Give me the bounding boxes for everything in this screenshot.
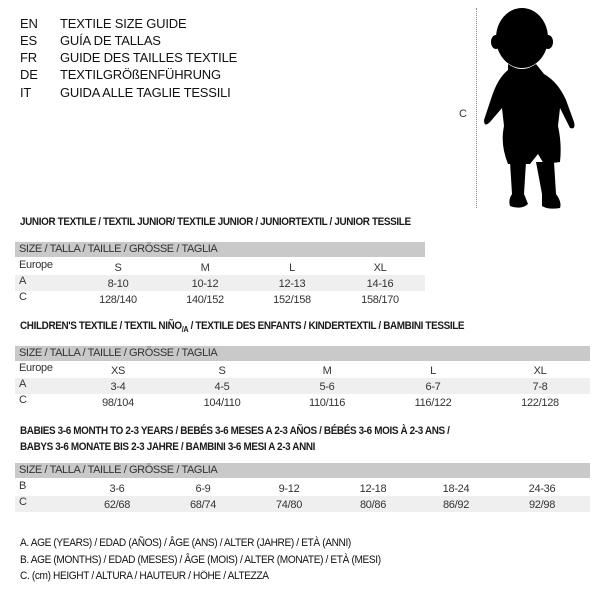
title-text-rest: / TEXTILE DES ENFANTS / KINDERTEXTIL / B… <box>188 320 465 332</box>
legend-c: C. (cm) HEIGHT / ALTURA / HAUTEUR / HÖHE… <box>20 570 269 582</box>
table-cell: 10-12 <box>191 278 219 290</box>
table-cell: 9-12 <box>278 483 300 495</box>
table-cell: 152/158 <box>273 294 311 306</box>
row-label: C <box>19 496 27 508</box>
lang-code-it: IT <box>20 85 32 100</box>
junior-table-header: SIZE / TALLA / TAILLE / GRÖSSE / TAGLIA <box>15 242 425 257</box>
children-section-title: CHILDREN'S TEXTILE / TEXTIL NIÑO/A / TEX… <box>20 320 465 335</box>
table-cell: 5-6 <box>319 381 335 393</box>
table-cell: 74/80 <box>275 499 303 511</box>
table-cell: 104/110 <box>203 397 241 409</box>
table-cell: XL <box>373 262 387 274</box>
lang-title-en: TEXTILE SIZE GUIDE <box>60 16 187 31</box>
title-subscript: /A <box>181 325 189 335</box>
junior-section-title: JUNIOR TEXTILE / TEXTIL JUNIOR/ TEXTILE … <box>20 216 411 228</box>
table-cell: 6-9 <box>195 483 211 495</box>
table-cell: 3-4 <box>110 381 126 393</box>
row-label: C <box>19 394 27 406</box>
row-label: B <box>19 480 27 492</box>
children-row-c: C 98/104 104/110 110/116 116/122 122/128 <box>15 394 590 410</box>
table-cell: 80/86 <box>359 499 387 511</box>
table-cell: S <box>114 262 122 274</box>
babies-row-c: C 62/68 68/74 74/80 80/86 86/92 92/98 <box>15 496 590 512</box>
table-cell: XS <box>110 365 126 377</box>
row-label: A <box>19 275 27 287</box>
table-cell: 140/152 <box>186 294 224 306</box>
table-cell: 68/74 <box>189 499 217 511</box>
junior-row-a: A 8-10 10-12 12-13 14-16 <box>15 275 425 291</box>
table-cell: 62/68 <box>103 499 131 511</box>
height-measure-label: C <box>459 108 467 120</box>
children-row-a: A 3-4 4-5 5-6 6-7 7-8 <box>15 378 590 394</box>
lang-title-de: TEXTILGRÖßENFÜHRUNG <box>60 67 221 82</box>
table-cell: 110/116 <box>308 397 346 409</box>
table-cell: 98/104 <box>102 397 134 409</box>
legend-b: B. AGE (MONTHS) / EDAD (MESES) / ÂGE (MO… <box>20 554 381 566</box>
table-cell: 12-18 <box>359 483 387 495</box>
row-label: C <box>19 291 27 303</box>
table-cell: 92/98 <box>528 499 556 511</box>
height-measure-line <box>476 8 477 208</box>
lang-title-fr: GUIDE DES TAILLES TEXTILE <box>60 50 238 65</box>
lang-code-de: DE <box>20 67 38 82</box>
table-cell: 3-6 <box>109 483 125 495</box>
table-cell: S <box>218 365 226 377</box>
table-cell: XL <box>533 365 547 377</box>
row-label: Europe <box>19 259 53 271</box>
table-cell: 18-24 <box>442 483 470 495</box>
table-cell: L <box>430 365 436 377</box>
babies-section-title-line1: BABIES 3-6 MONTH TO 2-3 YEARS / BEBÉS 3-… <box>20 425 450 437</box>
table-cell: 158/170 <box>361 294 399 306</box>
table-cell: M <box>322 365 332 377</box>
lang-code-fr: FR <box>20 50 37 65</box>
lang-code-en: EN <box>20 16 38 31</box>
table-cell: 8-10 <box>107 278 129 290</box>
lang-code-es: ES <box>20 33 37 48</box>
legend-a: A. AGE (YEARS) / EDAD (AÑOS) / ÂGE (ANS)… <box>20 537 351 549</box>
table-cell: 122/128 <box>521 397 559 409</box>
table-cell: 128/140 <box>99 294 137 306</box>
babies-section-title-line2: BABYS 3-6 MONATE BIS 2-3 JAHRE / BAMBINI… <box>20 441 316 453</box>
lang-title-it: GUIDA ALLE TAGLIE TESSILI <box>60 85 231 100</box>
babies-table-header: SIZE / TALLA / TAILLE / GRÖSSE / TAGLIA <box>15 463 590 478</box>
junior-row-europe: Europe S M L XL <box>15 259 425 275</box>
table-cell: 14-16 <box>366 278 394 290</box>
table-cell: 116/122 <box>414 397 452 409</box>
children-row-europe: Europe XS S M L XL <box>15 362 590 378</box>
table-cell: 4-5 <box>214 381 230 393</box>
table-cell: 7-8 <box>532 381 548 393</box>
table-cell: 12-13 <box>278 278 306 290</box>
children-table-header: SIZE / TALLA / TAILLE / GRÖSSE / TAGLIA <box>15 346 590 361</box>
table-cell: M <box>200 262 210 274</box>
row-label: A <box>19 378 27 390</box>
lang-title-es: GUÍA DE TALLAS <box>60 33 161 48</box>
table-cell: L <box>289 262 295 274</box>
table-cell: 6-7 <box>425 381 441 393</box>
row-label: Europe <box>19 362 53 374</box>
baby-silhouette-icon <box>484 8 575 209</box>
junior-row-c: C 128/140 140/152 152/158 158/170 <box>15 291 425 307</box>
table-cell: 24-36 <box>528 483 556 495</box>
title-text: CHILDREN'S TEXTILE / TEXTIL NIÑO <box>20 320 182 332</box>
babies-row-b: B 3-6 6-9 9-12 12-18 18-24 24-36 <box>15 480 590 496</box>
table-cell: 86/92 <box>442 499 470 511</box>
